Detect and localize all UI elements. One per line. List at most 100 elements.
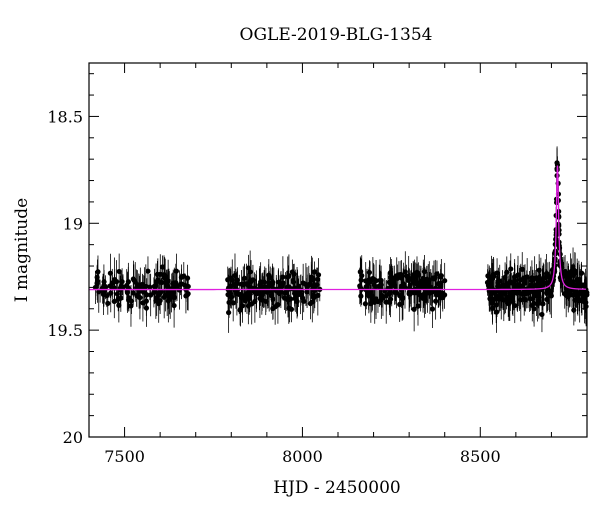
point-marker [433, 285, 439, 291]
point-marker [173, 268, 179, 274]
data-point [304, 274, 310, 299]
data-point [159, 269, 165, 296]
data-point [493, 279, 499, 318]
y-tick-label: 19 [63, 214, 83, 233]
point-marker [491, 273, 497, 280]
point-marker [358, 277, 364, 283]
data-point [128, 285, 134, 327]
point-marker [247, 269, 253, 275]
plot-frame [88, 62, 588, 438]
point-marker [502, 274, 508, 281]
point-marker [373, 278, 379, 284]
y-tick-label: 19.5 [47, 321, 83, 340]
x-axis-label: HJD - 2450000 [273, 478, 401, 498]
data-point [182, 273, 188, 297]
point-marker [143, 305, 150, 311]
point-marker [521, 296, 527, 302]
data-point [422, 274, 428, 299]
point-marker [161, 271, 167, 278]
point-marker [177, 281, 184, 288]
point-marker [308, 274, 314, 280]
point-marker [385, 285, 391, 292]
point-marker [143, 283, 149, 290]
y-tick-label: 20 [63, 428, 83, 447]
point-marker [417, 283, 423, 289]
data-point [159, 255, 166, 279]
chart-title: OGLE-2019-BLG-1354 [240, 25, 433, 45]
point-marker [392, 283, 398, 289]
point-marker [388, 274, 394, 280]
point-marker [288, 306, 295, 312]
point-marker [512, 302, 518, 309]
point-marker [145, 268, 151, 274]
data-point [403, 264, 409, 287]
point-marker [228, 294, 235, 300]
data-point [499, 275, 505, 309]
data-point [276, 268, 282, 297]
point-marker [566, 279, 572, 285]
model-curve [89, 165, 586, 291]
point-marker [312, 283, 318, 289]
data-point [545, 270, 551, 312]
point-marker [522, 289, 528, 295]
data-point [145, 256, 151, 286]
point-marker [575, 293, 581, 300]
data-point [242, 289, 248, 313]
point-marker [359, 273, 365, 279]
data-point [536, 254, 542, 287]
point-marker [140, 289, 146, 295]
data-point [231, 271, 237, 299]
data-point [507, 260, 513, 304]
point-marker [532, 275, 538, 282]
point-marker [378, 296, 384, 303]
point-marker [512, 274, 518, 280]
point-marker [181, 273, 187, 279]
point-marker [508, 266, 514, 272]
point-marker [488, 296, 494, 303]
data-point [248, 260, 254, 303]
point-marker [540, 301, 546, 307]
data-point [245, 287, 251, 325]
data-point [124, 272, 131, 313]
point-marker [242, 298, 248, 304]
data-point [270, 266, 276, 299]
point-marker [154, 295, 160, 301]
data-point [572, 252, 578, 290]
data-point [170, 269, 176, 298]
point-marker [536, 298, 542, 304]
data-point [529, 289, 535, 322]
y-axis-label: I magnitude [12, 198, 32, 302]
point-marker [247, 284, 254, 291]
point-marker [362, 301, 369, 307]
point-marker [545, 288, 551, 294]
point-marker [148, 292, 154, 298]
data-point [394, 264, 400, 292]
point-marker [170, 281, 176, 287]
data-point [415, 286, 421, 326]
point-marker [429, 306, 436, 312]
data-point [140, 275, 146, 309]
point-marker [540, 279, 546, 285]
point-marker [288, 286, 294, 292]
data-point [365, 275, 372, 310]
x-tick-label: 8000 [282, 447, 323, 466]
point-marker [236, 291, 242, 298]
point-marker [226, 309, 232, 316]
data-point [311, 284, 317, 312]
point-marker [261, 279, 267, 285]
point-marker [529, 302, 535, 309]
data-point [522, 281, 528, 303]
point-marker [237, 306, 244, 312]
point-marker [263, 298, 269, 305]
data-point [491, 258, 497, 295]
point-marker [245, 303, 251, 309]
point-marker [126, 297, 132, 303]
data-point [148, 273, 154, 317]
point-marker [301, 298, 307, 304]
point-marker [112, 277, 118, 283]
data-point [379, 283, 385, 308]
point-marker [155, 277, 161, 283]
point-marker [432, 274, 438, 281]
data-point [162, 278, 168, 312]
data-point [315, 258, 322, 292]
